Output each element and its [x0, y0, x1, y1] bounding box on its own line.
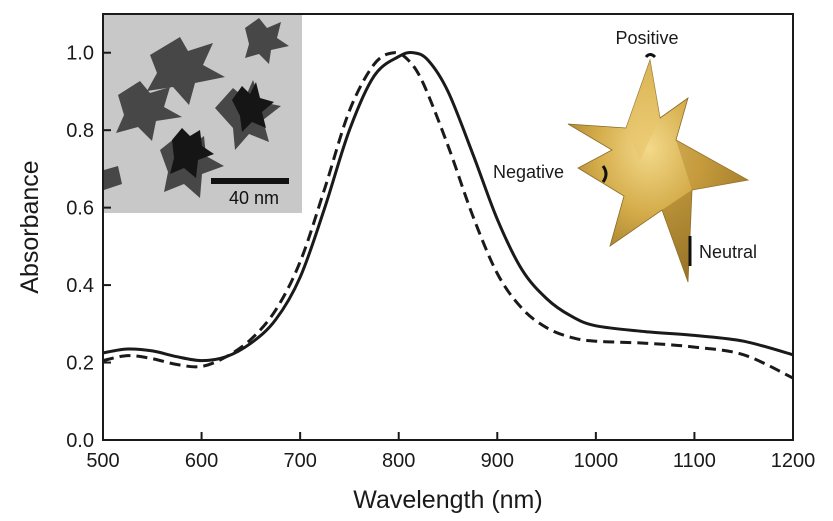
series-layer	[103, 51, 793, 380]
y-tick-label: 0.0	[66, 430, 94, 452]
y-axis-title: Absorbance	[16, 160, 44, 293]
series-line-solid	[103, 51, 793, 363]
scale-bar-label: 40 nm	[229, 188, 279, 208]
negative-label: Negative	[493, 162, 564, 182]
y-tick-label: 1.0	[66, 43, 94, 65]
x-tick-label: 1100	[673, 450, 716, 472]
tem-micrograph-inset	[104, 15, 302, 213]
y-tick-label: 0.6	[66, 198, 94, 220]
x-tick-label: 800	[382, 450, 415, 472]
x-tick-label: 500	[86, 450, 119, 472]
x-tick-label: 900	[481, 450, 514, 472]
series-line-dashed	[103, 51, 793, 380]
x-axis-title: Wavelength (nm)	[353, 486, 542, 514]
x-tick-label: 1000	[574, 450, 619, 472]
x-axis: 500 600 700 800 900 1000 1100 1200	[86, 432, 815, 472]
y-axis: 0.0 0.2 0.4 0.6 0.8 1.0	[66, 43, 111, 452]
x-tick-label: 700	[283, 450, 316, 472]
y-tick-label: 0.4	[66, 275, 94, 297]
y-tick-label: 0.2	[66, 353, 94, 375]
positive-label: Positive	[615, 28, 678, 48]
y-tick-label: 0.8	[66, 120, 94, 142]
neutral-label: Neutral	[699, 242, 757, 262]
gold-nanostar-icon	[567, 53, 750, 283]
x-tick-label: 1200	[771, 450, 816, 472]
x-tick-label: 600	[185, 450, 218, 472]
